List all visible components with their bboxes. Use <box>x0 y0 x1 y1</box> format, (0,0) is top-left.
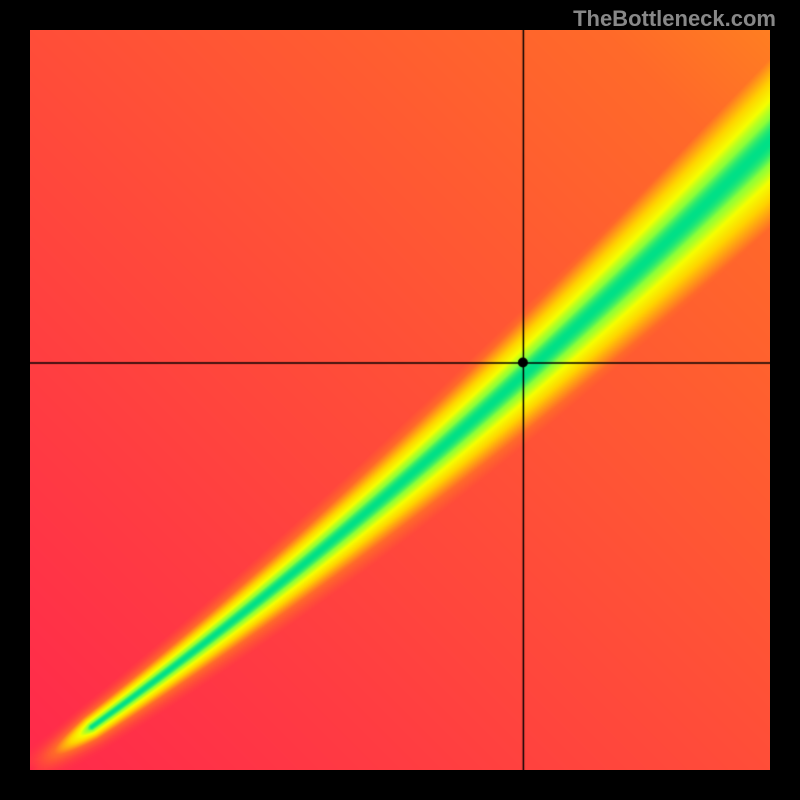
watermark-text: TheBottleneck.com <box>573 6 776 32</box>
bottleneck-heatmap <box>30 30 770 770</box>
heatmap-canvas <box>30 30 770 770</box>
